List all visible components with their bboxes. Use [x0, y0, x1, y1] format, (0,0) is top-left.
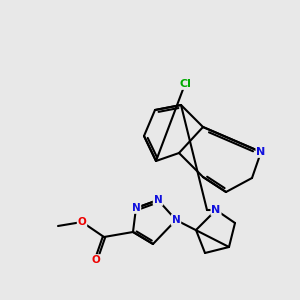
Text: N: N: [154, 195, 162, 205]
Text: O: O: [78, 217, 86, 227]
Text: O: O: [92, 255, 100, 265]
Text: N: N: [172, 215, 180, 225]
Text: N: N: [256, 147, 266, 157]
Text: Cl: Cl: [179, 79, 191, 89]
Text: N: N: [132, 203, 140, 213]
Text: N: N: [212, 205, 220, 215]
